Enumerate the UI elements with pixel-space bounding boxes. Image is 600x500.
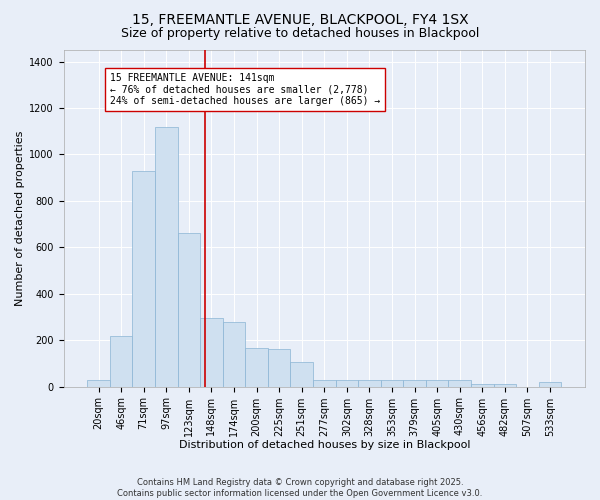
Text: 15, FREEMANTLE AVENUE, BLACKPOOL, FY4 1SX: 15, FREEMANTLE AVENUE, BLACKPOOL, FY4 1S… bbox=[131, 12, 469, 26]
Bar bbox=[200, 318, 223, 386]
Bar bbox=[403, 380, 426, 386]
Bar bbox=[335, 380, 358, 386]
Bar bbox=[290, 362, 313, 386]
Bar bbox=[494, 384, 516, 386]
Text: Contains HM Land Registry data © Crown copyright and database right 2025.
Contai: Contains HM Land Registry data © Crown c… bbox=[118, 478, 482, 498]
Bar bbox=[178, 234, 200, 386]
Bar bbox=[268, 350, 290, 387]
Text: Size of property relative to detached houses in Blackpool: Size of property relative to detached ho… bbox=[121, 28, 479, 40]
Bar bbox=[223, 322, 245, 386]
Bar bbox=[358, 380, 380, 386]
Bar bbox=[471, 384, 494, 386]
Bar bbox=[110, 336, 133, 386]
Bar bbox=[448, 380, 471, 386]
Bar bbox=[380, 380, 403, 386]
Bar bbox=[155, 126, 178, 386]
Text: 15 FREEMANTLE AVENUE: 141sqm
← 76% of detached houses are smaller (2,778)
24% of: 15 FREEMANTLE AVENUE: 141sqm ← 76% of de… bbox=[110, 73, 380, 106]
X-axis label: Distribution of detached houses by size in Blackpool: Distribution of detached houses by size … bbox=[179, 440, 470, 450]
Bar bbox=[539, 382, 561, 386]
Bar bbox=[87, 380, 110, 386]
Y-axis label: Number of detached properties: Number of detached properties bbox=[15, 130, 25, 306]
Bar bbox=[426, 380, 448, 386]
Bar bbox=[245, 348, 268, 387]
Bar bbox=[133, 170, 155, 386]
Bar bbox=[313, 380, 335, 386]
